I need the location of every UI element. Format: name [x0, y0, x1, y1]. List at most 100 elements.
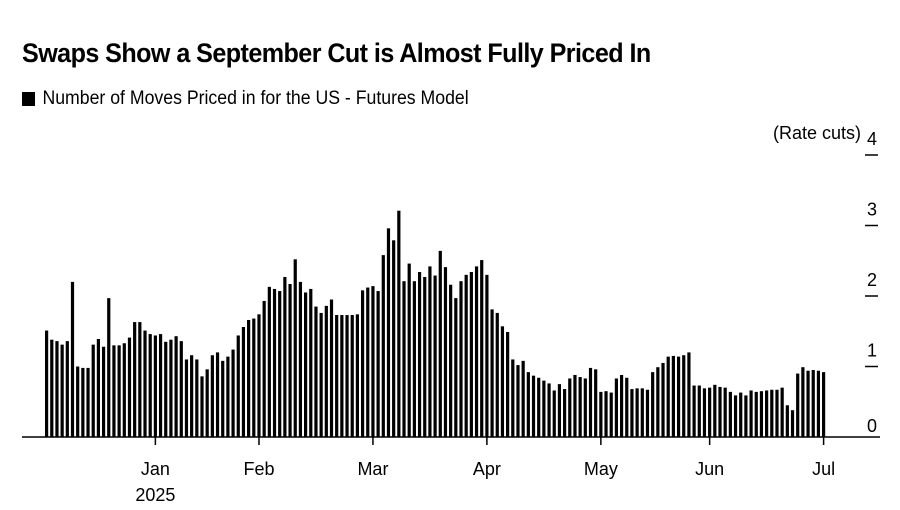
y-tick-label: 4	[867, 129, 877, 149]
bar	[236, 335, 240, 437]
bar	[604, 391, 608, 437]
bar	[765, 390, 769, 437]
bar	[599, 391, 603, 437]
bar	[609, 392, 613, 437]
bar	[324, 305, 328, 437]
y-axis-label: (Rate cuts)	[773, 123, 861, 143]
bar	[526, 372, 530, 437]
bar	[107, 298, 111, 437]
bar	[210, 355, 214, 437]
bar	[775, 389, 779, 437]
bar	[702, 388, 707, 437]
bar	[785, 405, 789, 437]
bar	[733, 395, 738, 437]
bar	[568, 378, 572, 437]
bar	[661, 362, 665, 437]
bar	[298, 281, 303, 437]
bar	[469, 272, 473, 437]
bar	[148, 334, 152, 437]
bar	[81, 367, 85, 437]
bar	[350, 315, 354, 437]
bar	[822, 372, 826, 437]
bar	[490, 309, 494, 437]
bar	[547, 383, 551, 437]
bar	[392, 240, 396, 437]
bar	[718, 386, 722, 437]
bar	[443, 267, 448, 437]
bar	[754, 391, 758, 437]
bar	[438, 250, 442, 437]
bar	[70, 281, 75, 437]
bar	[158, 334, 163, 437]
bar	[542, 380, 546, 437]
bar	[174, 336, 178, 437]
bar	[449, 284, 453, 437]
bar	[619, 374, 624, 437]
bar	[60, 344, 64, 437]
legend-swatch	[22, 92, 36, 106]
bar	[630, 389, 634, 437]
chart-title: Swaps Show a September Cut is Almost Ful…	[22, 38, 651, 68]
bar	[288, 284, 292, 437]
bar	[459, 281, 463, 437]
x-axis: Jan 2025 Feb Mar Apr May Jun Jul	[22, 436, 880, 505]
legend-label: Number of Moves Priced in for the US - F…	[42, 88, 469, 109]
x-tick-label: Feb	[243, 459, 274, 479]
bar	[412, 281, 416, 437]
bar	[723, 387, 727, 437]
bar	[133, 322, 137, 437]
bar	[283, 276, 287, 437]
bar	[397, 210, 401, 437]
bar	[511, 359, 515, 437]
y-tick-label: 1	[867, 341, 877, 361]
bar	[252, 318, 256, 437]
bar	[583, 378, 587, 437]
y-tick-label: 2	[867, 270, 877, 290]
legend: Number of Moves Priced in for the US - F…	[22, 88, 469, 110]
bar	[319, 312, 323, 437]
x-tick-sublabel: 2025	[135, 485, 175, 505]
x-tick-label: Jul	[812, 459, 835, 479]
bar	[309, 288, 313, 437]
bar	[257, 314, 261, 437]
bar	[329, 299, 334, 437]
bar	[335, 315, 339, 437]
bar	[557, 384, 562, 438]
bar	[127, 337, 132, 437]
bar	[200, 376, 204, 437]
bar	[164, 341, 168, 437]
bar	[614, 378, 618, 437]
bar	[744, 395, 748, 437]
bar	[402, 281, 406, 437]
bar	[76, 366, 80, 437]
bar	[45, 330, 49, 437]
bar	[221, 360, 225, 437]
bar	[143, 330, 147, 437]
bar	[635, 388, 639, 437]
bar	[112, 345, 116, 437]
bar	[692, 385, 696, 437]
y-tick-label: 0	[867, 416, 877, 436]
bar	[749, 390, 753, 437]
y-tick-label: 3	[867, 200, 877, 220]
bar	[278, 291, 282, 437]
bar	[366, 287, 370, 437]
bar	[169, 339, 173, 437]
bar	[215, 352, 220, 437]
x-tick-label: Mar	[357, 459, 388, 479]
bar	[588, 367, 593, 437]
bar	[65, 341, 69, 437]
bar	[531, 375, 536, 437]
bar	[355, 314, 359, 437]
bar	[651, 372, 655, 437]
bar	[563, 389, 567, 437]
bar	[713, 384, 717, 437]
bar	[656, 367, 660, 437]
bar	[485, 274, 489, 437]
bar	[500, 326, 505, 437]
bar	[101, 346, 106, 437]
bar	[495, 312, 499, 437]
bar	[759, 391, 764, 437]
x-tick-label: Jan	[141, 459, 170, 479]
bar	[796, 373, 800, 437]
